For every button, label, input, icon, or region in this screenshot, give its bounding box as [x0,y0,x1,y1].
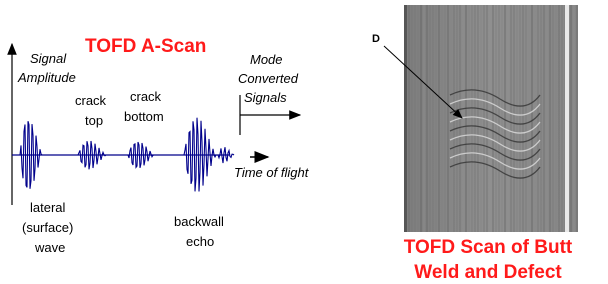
bright-band [565,5,569,232]
diagram: TOFD A-Scan Signal Amplitude crack top c… [0,0,608,284]
crack-bottom-label: crack [130,89,162,104]
crack-top-label: crack [75,93,107,108]
mode-label: Converted [238,71,299,86]
crack-top-label: top [85,113,103,128]
backwall-label: backwall [174,214,224,229]
edge-band [404,5,407,232]
lateral-label: (surface) [22,220,73,235]
defect-marker: D [372,33,380,45]
wave-burst [78,141,106,169]
y-label: Amplitude [17,70,76,85]
mode-label: Mode [250,52,283,67]
y-label: Signal [30,51,67,66]
scan-title: Weld and Defect [414,262,562,283]
lateral-label: wave [34,240,65,255]
mode-label: Signals [244,90,287,105]
scan-title: TOFD Scan of Butt [404,237,573,258]
x-label: Time of flight [234,165,310,180]
lateral-label: lateral [30,200,66,215]
a-scan-title: TOFD A-Scan [85,36,206,57]
backwall-label: echo [186,234,214,249]
crack-bottom-label: bottom [124,109,164,124]
